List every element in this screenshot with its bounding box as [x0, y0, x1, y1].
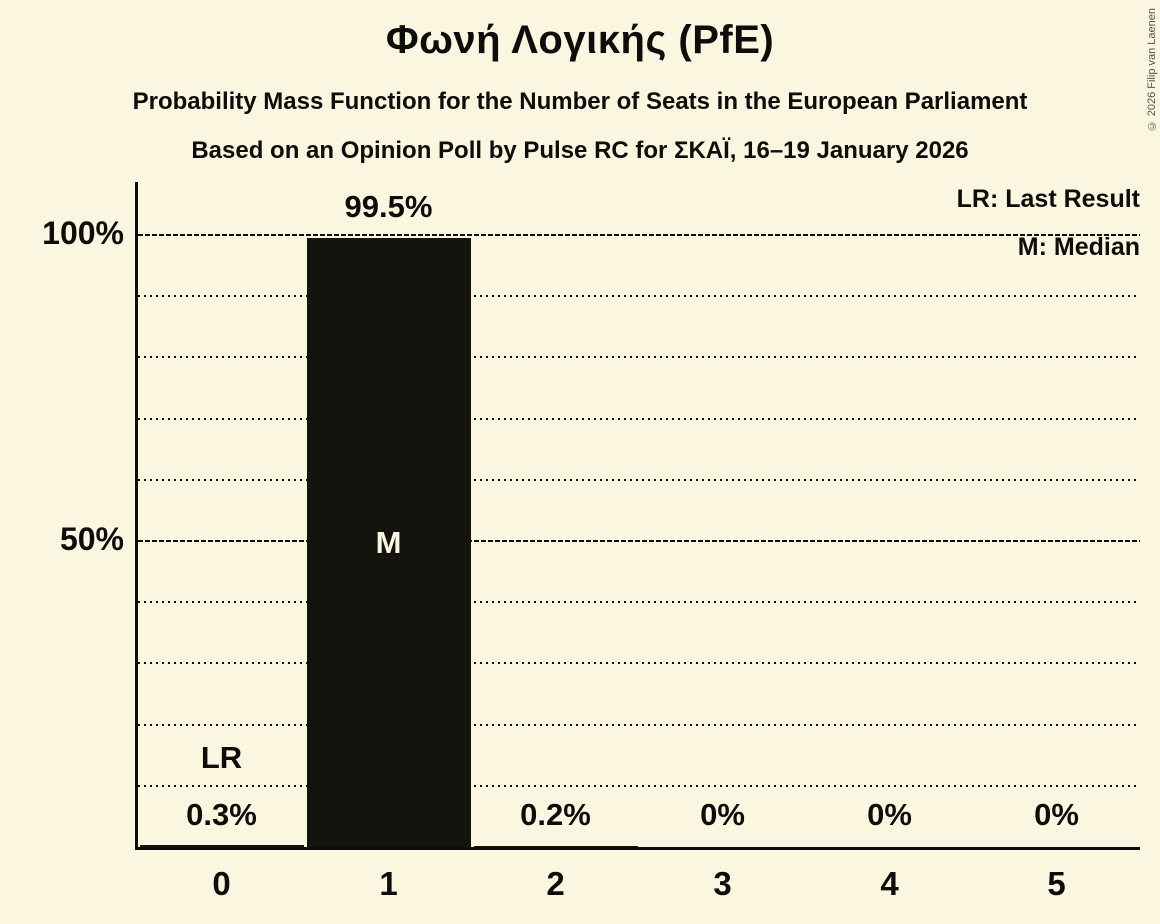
- gridline-30: [138, 662, 1140, 665]
- x-tick-label-3: 3: [713, 865, 732, 902]
- x-tick-label-5: 5: [1047, 865, 1066, 902]
- gridline-20: [138, 723, 1140, 726]
- value-label-seats-3: 0%: [700, 797, 745, 832]
- value-label-seats-1: 99.5%: [344, 189, 433, 225]
- value-label-seats-5: 0%: [1034, 797, 1079, 832]
- x-tick-label-4: 4: [880, 865, 899, 902]
- legend-last-result: LR: Last Result: [956, 185, 1140, 213]
- last-result-annotation: LR: [200, 740, 243, 775]
- y-tick-label-50: 50%: [59, 521, 124, 557]
- x-tick-label-1: 1: [379, 865, 398, 902]
- bar-seats-2: [473, 845, 638, 847]
- gridline-10: [138, 784, 1140, 787]
- value-label-seats-0: 0.3%: [186, 797, 257, 832]
- bar-seats-1: [306, 238, 471, 847]
- gridline-40: [138, 601, 1140, 604]
- legend-median: M: Median: [1017, 233, 1140, 261]
- value-label-seats-4: 0%: [867, 797, 912, 832]
- bar-seats-0: [139, 845, 304, 847]
- chart-source-line: Based on an Opinion Poll by Pulse RC for…: [191, 137, 969, 164]
- gridline-100: [138, 234, 1140, 236]
- y-tick-label-100: 100%: [42, 215, 124, 251]
- x-axis-line: [135, 847, 1140, 850]
- chart-title: Φωνή Λογικής (PfE): [385, 18, 775, 62]
- median-annotation: M: [375, 524, 402, 560]
- gridline-80: [138, 356, 1140, 359]
- gridline-60: [138, 478, 1140, 481]
- plot-area: 0.3% LR 99.5% M 0.2% 0% 0% 0%: [135, 182, 1140, 850]
- x-tick-label-0: 0: [212, 865, 231, 902]
- x-tick-label-2: 2: [546, 865, 565, 902]
- value-label-seats-2: 0.2%: [520, 797, 591, 832]
- y-axis-line: [135, 182, 138, 850]
- gridline-70: [138, 417, 1140, 420]
- gridline-90: [138, 295, 1140, 298]
- gridline-50: [138, 540, 1140, 542]
- chart-subtitle: Probability Mass Function for the Number…: [132, 88, 1028, 115]
